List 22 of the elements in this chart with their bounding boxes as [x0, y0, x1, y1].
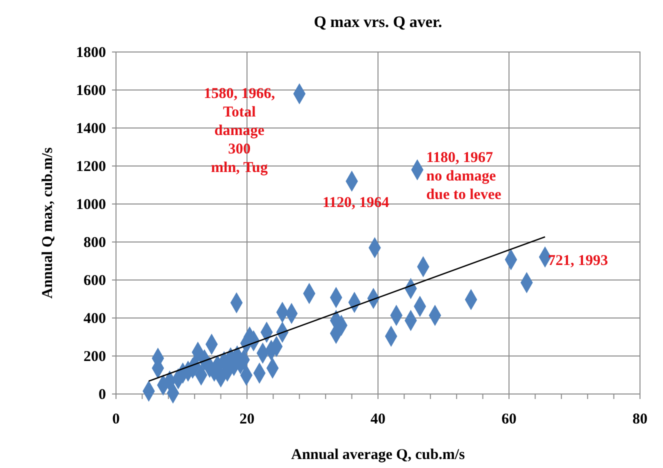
- x-tick-label: 80: [632, 412, 648, 428]
- x-tick-label: 60: [502, 412, 516, 428]
- chart-title: Q max vrs. Q aver.: [314, 14, 442, 31]
- annotation: 1580, 1966, Total damage 300 mln, Tug: [204, 86, 276, 176]
- annotation: 721, 1993: [548, 253, 608, 270]
- y-tick-label: 600: [84, 272, 106, 289]
- y-tick-label: 1200: [76, 158, 106, 175]
- annotation: 1180, 1967 no damage due to levee: [426, 150, 502, 203]
- y-axis-title: Annual Q max, cub.m/s: [40, 147, 56, 299]
- y-tick-label: 400: [84, 310, 106, 327]
- annotation: 1120, 1964: [322, 195, 390, 212]
- y-tick-label: 1000: [76, 196, 106, 213]
- x-tick-label: 20: [240, 412, 254, 428]
- x-axis-title: Annual average Q, cub.m/s: [291, 447, 466, 463]
- x-tick-label: 0: [112, 412, 120, 428]
- y-tick-label: 1600: [76, 82, 106, 99]
- y-tick-label: 0: [98, 386, 106, 403]
- x-tick-label: 40: [370, 412, 386, 428]
- y-tick-label: 200: [84, 348, 106, 365]
- y-tick-label: 1400: [76, 120, 106, 137]
- y-tick-label: 1800: [76, 44, 106, 61]
- y-tick-label: 800: [84, 234, 106, 251]
